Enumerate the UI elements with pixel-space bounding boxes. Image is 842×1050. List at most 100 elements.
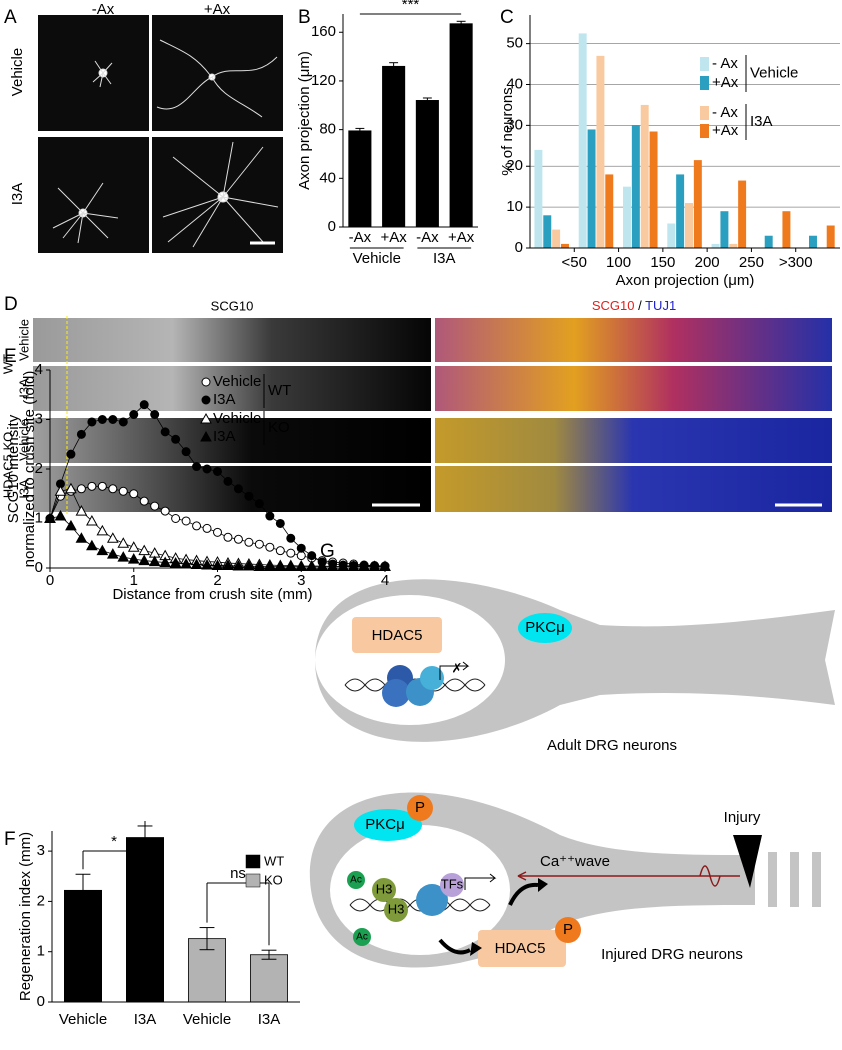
- y-tick-label: 80: [319, 121, 336, 138]
- legend-swatch: [700, 124, 709, 138]
- bar: [640, 104, 649, 248]
- marker: [96, 524, 109, 536]
- bar: [543, 215, 552, 248]
- marker: [75, 505, 88, 516]
- bar: [649, 131, 658, 248]
- marker: [190, 558, 203, 570]
- legend-label: +Ax: [712, 122, 739, 139]
- protein: [416, 884, 448, 916]
- marker: [150, 501, 160, 511]
- bar: [685, 203, 693, 248]
- hdac5-box: [352, 617, 442, 653]
- x-tick-label: 200: [695, 254, 720, 271]
- injury-label: Injury: [724, 809, 761, 826]
- x-tick-label: Vehicle: [183, 1011, 231, 1028]
- arrowhead: [538, 878, 548, 892]
- separator: /: [638, 298, 642, 313]
- y-tick-label: 2: [35, 460, 43, 477]
- export-arrow: [438, 938, 471, 955]
- marker: [213, 466, 222, 476]
- bar: [348, 130, 372, 228]
- image-title: SCG10: [211, 298, 254, 313]
- marker: [244, 491, 254, 501]
- micrograph: [435, 318, 832, 362]
- acetyl-label: Ac: [350, 875, 362, 886]
- protein-label: HDAC5: [495, 940, 546, 957]
- marker: [192, 462, 202, 472]
- y-axis-title: Regeneration index (mm): [17, 832, 34, 1001]
- marker: [160, 506, 170, 516]
- marker: [275, 518, 285, 528]
- x-tick-label: 2: [213, 572, 221, 589]
- marker: [171, 514, 181, 523]
- bar: [249, 954, 288, 1003]
- micrograph: [435, 418, 832, 463]
- micrograph: [152, 15, 283, 131]
- marker: [138, 554, 151, 566]
- y-tick-label: 2: [37, 892, 45, 909]
- marker: [150, 410, 160, 420]
- panel-a: A -Ax +Ax Vehicle I3A: [4, 1, 283, 253]
- y-tick-label: 0: [35, 559, 43, 576]
- bar: [587, 129, 596, 248]
- legend-label: - Ax: [712, 55, 738, 72]
- marker: [108, 415, 118, 424]
- marker: [223, 476, 233, 486]
- x-tick-label: 0: [46, 572, 54, 589]
- row-label: I3A: [16, 378, 31, 398]
- calcium-wave: [699, 865, 721, 887]
- protein-label: H3: [388, 901, 405, 916]
- column-label: +Ax: [204, 1, 231, 18]
- marker: [201, 559, 213, 570]
- y-axis-title: SCG10 intensity: [5, 414, 22, 523]
- bar: [826, 225, 835, 248]
- group-label: HDAC5 KO: [0, 432, 15, 498]
- x-tick-label: -Ax: [416, 229, 439, 246]
- y-axis-title: % of neurons: [499, 87, 516, 175]
- calcium-wave-arrow: [517, 871, 740, 881]
- marker: [148, 555, 161, 567]
- marker: [181, 516, 191, 526]
- image-title: SCG10 / TUJ1: [592, 298, 676, 313]
- bar: [693, 160, 702, 248]
- marker: [108, 484, 118, 494]
- marker: [233, 484, 243, 494]
- panel-letter: B: [298, 7, 311, 28]
- bar: [561, 243, 569, 248]
- row-label: Vehicle: [16, 419, 31, 461]
- legend-group-label: Vehicle: [750, 64, 798, 81]
- marker: [97, 481, 107, 491]
- y-tick-label: 120: [311, 72, 336, 89]
- y-tick-label: 0: [328, 218, 336, 235]
- marker: [200, 430, 212, 442]
- marker: [296, 551, 306, 561]
- y-tick-label: 30: [506, 116, 523, 133]
- x-tick-label: Vehicle: [59, 1011, 107, 1028]
- block-mark: ✗: [452, 660, 463, 675]
- marker: [65, 482, 77, 494]
- marker: [202, 464, 212, 474]
- bar: [782, 211, 791, 248]
- marker: [139, 400, 149, 410]
- panel-letter: C: [500, 7, 514, 28]
- bar: [382, 65, 406, 228]
- y-axis-title: Axon projection (μm): [296, 51, 313, 190]
- x-tick-label: I3A: [134, 1011, 157, 1028]
- marker: [96, 544, 109, 556]
- bar: [809, 235, 817, 248]
- legend-label: Vehicle: [213, 410, 261, 427]
- marker: [233, 534, 243, 544]
- legend-label: - Ax: [712, 104, 738, 121]
- group-label: I3A: [433, 250, 456, 267]
- hdac5-box: [478, 930, 566, 967]
- legend-swatch: [245, 854, 261, 869]
- panel-letter: A: [4, 7, 17, 28]
- y-tick-label: 40: [506, 75, 523, 92]
- marker: [127, 553, 140, 564]
- marker: [129, 489, 139, 499]
- channel-label: SCG10: [592, 298, 635, 313]
- marker: [106, 532, 119, 543]
- marker: [106, 548, 119, 559]
- bar: [552, 229, 561, 248]
